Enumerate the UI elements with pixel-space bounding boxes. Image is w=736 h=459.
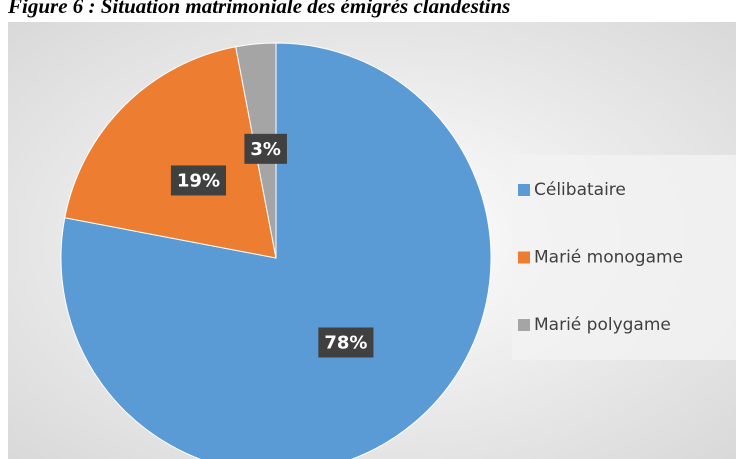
legend-marker (518, 184, 530, 196)
pie-slice (64, 46, 277, 259)
legend-box (512, 155, 736, 360)
data-label: 19% (177, 170, 220, 191)
legend-label: Marié polygame (534, 315, 671, 335)
data-label-box (318, 327, 374, 358)
chart-title: Figure 6 : Situation matrimoniale des ém… (7, 0, 510, 18)
data-label-box (170, 165, 227, 196)
legend-marker (518, 251, 530, 264)
data-label: 78% (324, 332, 367, 353)
legend-label: Célibataire (534, 180, 626, 200)
data-label: 3% (250, 139, 281, 160)
legend-marker (518, 319, 530, 331)
legend-label: Marié monogame (534, 248, 683, 268)
data-label-box (244, 133, 287, 164)
